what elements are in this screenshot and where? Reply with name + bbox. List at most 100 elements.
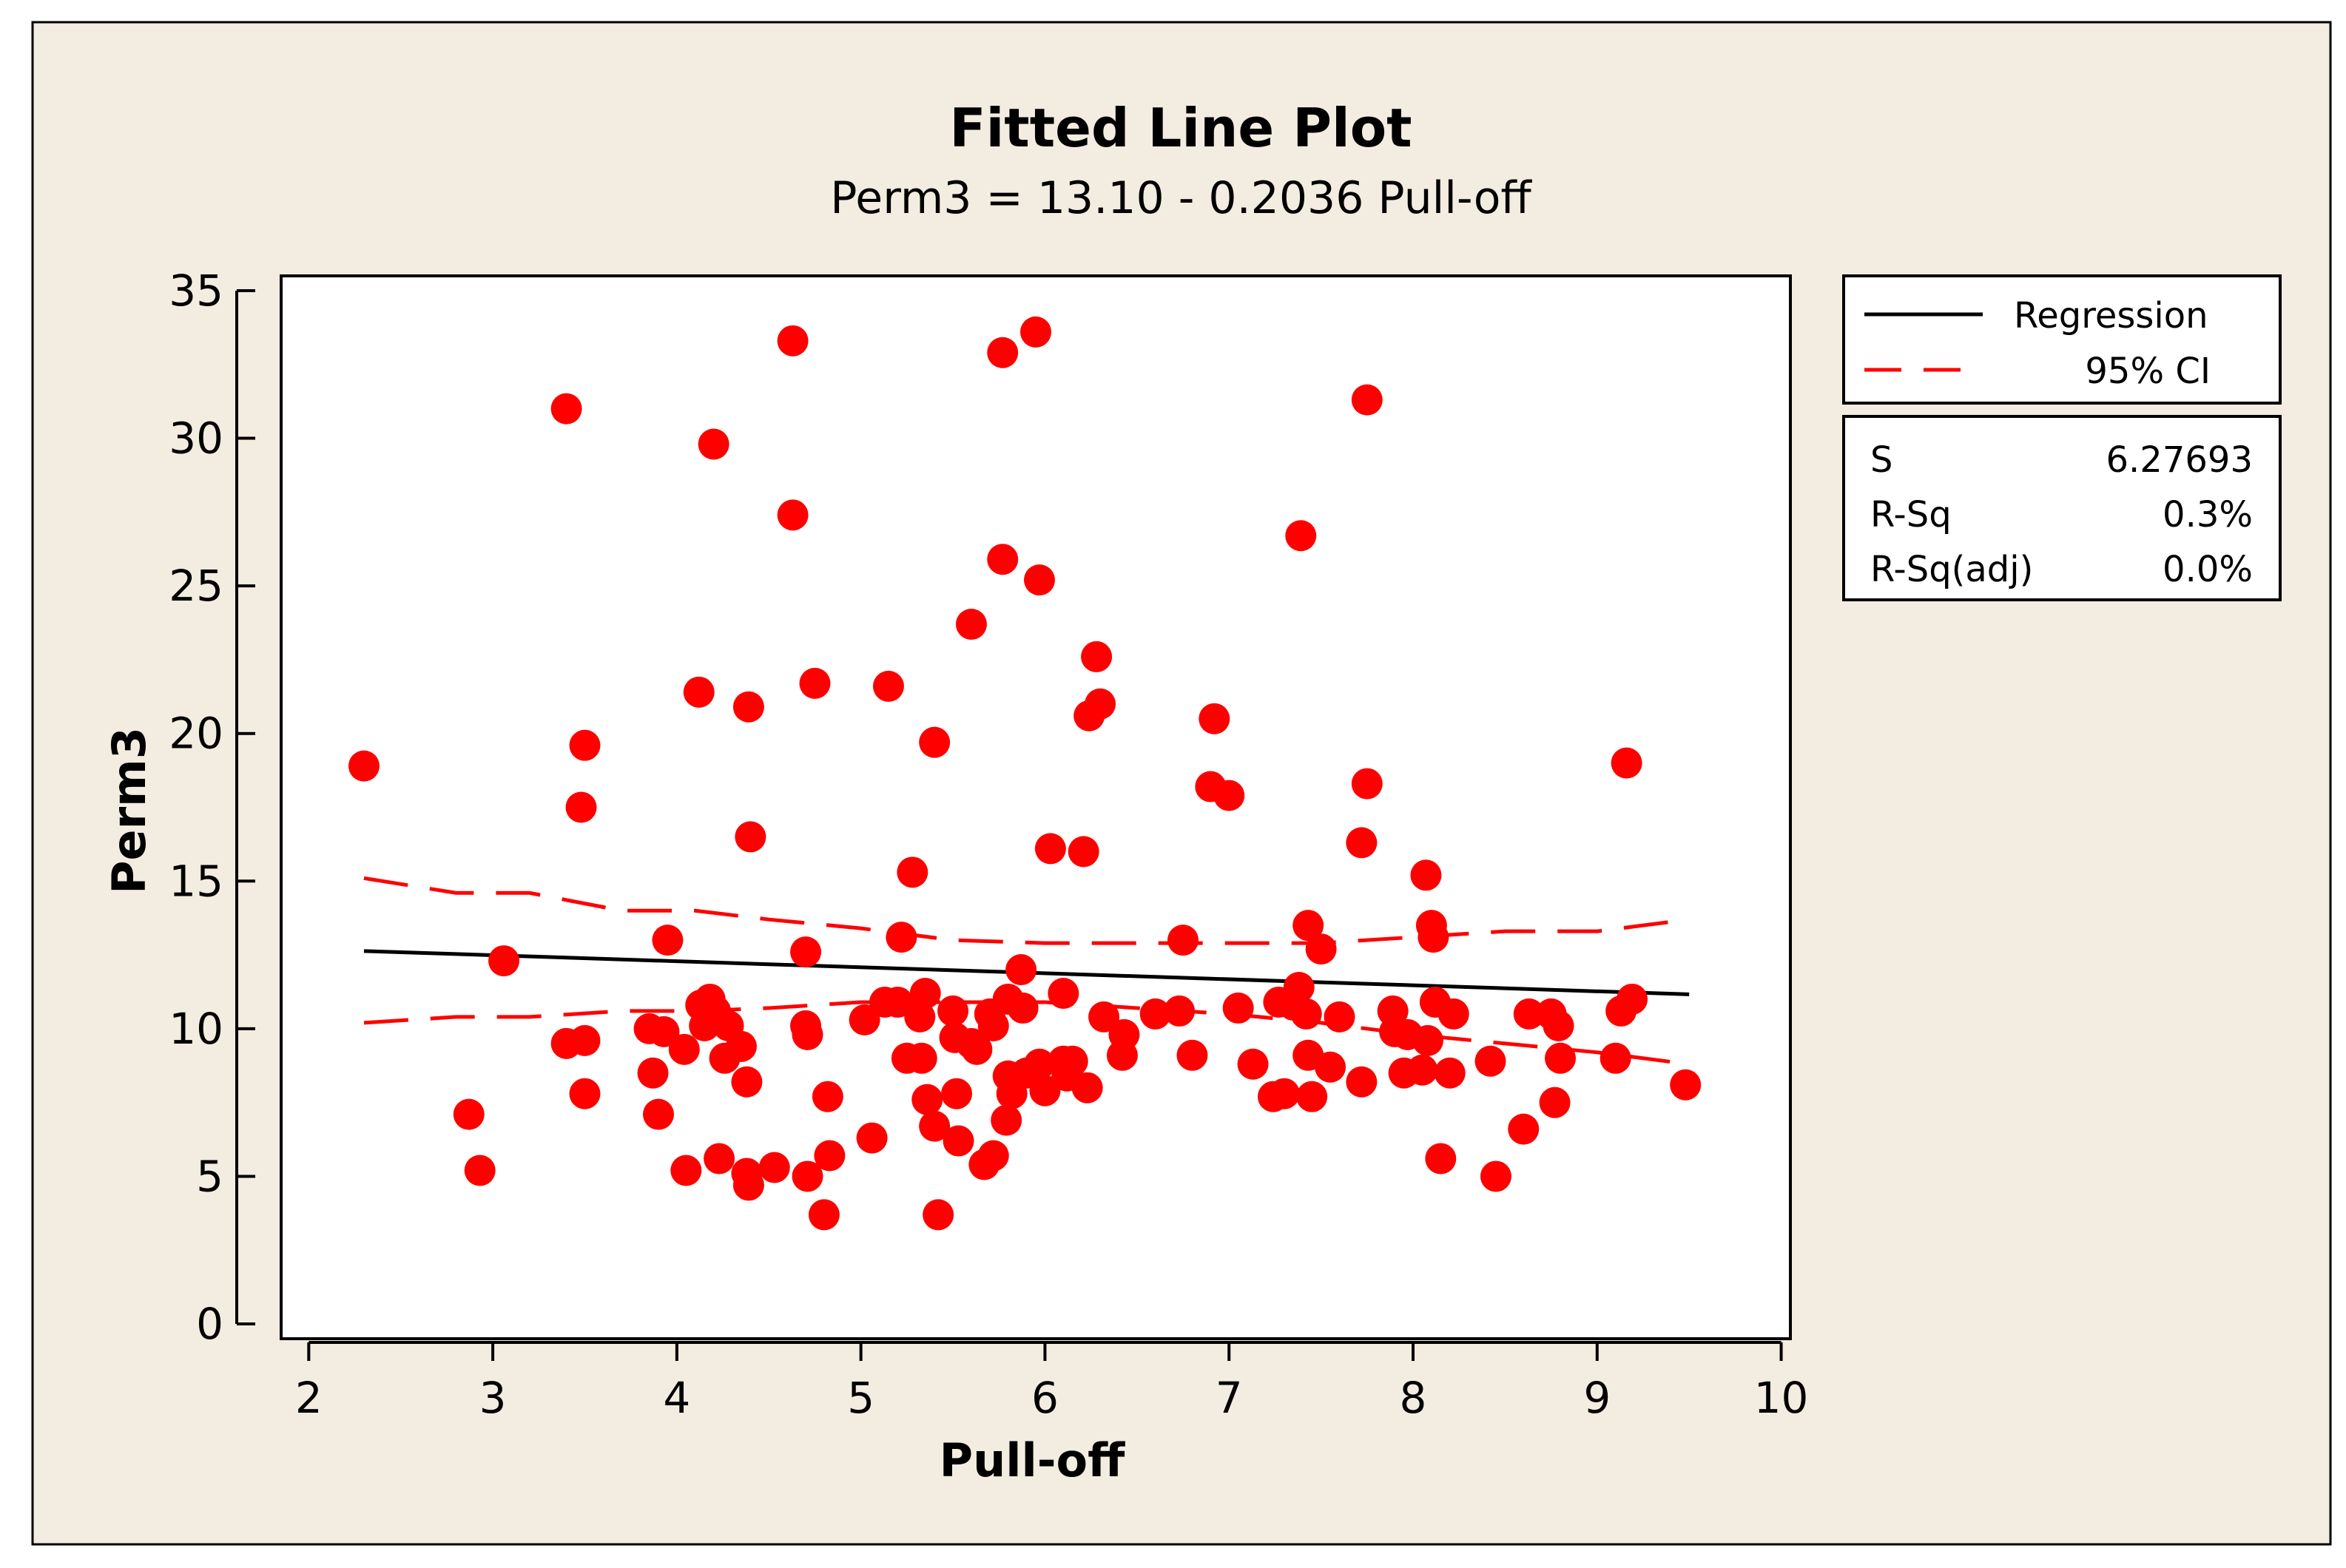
x-tick-label: 7 [1216, 1373, 1243, 1423]
data-point [1081, 641, 1113, 672]
x-tick-label: 9 [1583, 1373, 1611, 1423]
data-point [911, 1084, 943, 1115]
data-point [1034, 833, 1066, 865]
data-point [1139, 998, 1171, 1030]
stat-s-label: S [1870, 439, 1892, 481]
data-point [1213, 780, 1245, 811]
data-point [637, 1057, 669, 1089]
data-point [643, 1098, 674, 1130]
data-points [348, 316, 1702, 1231]
data-point [488, 945, 520, 977]
plot-area [280, 274, 1792, 1340]
data-point [991, 1104, 1022, 1136]
data-point [1412, 1024, 1443, 1056]
data-point [1425, 1143, 1457, 1175]
data-point [1346, 827, 1378, 859]
data-point [904, 1001, 936, 1033]
legend-ci-label: 95% CI [2085, 351, 2211, 392]
legend-regression-label: Regression [2014, 295, 2208, 337]
data-point [909, 977, 941, 1009]
chart-title: Fitted Line Plot [949, 97, 1412, 159]
data-point [732, 1169, 764, 1201]
data-point [464, 1155, 496, 1186]
data-point [1296, 1081, 1328, 1112]
data-point [808, 1199, 840, 1231]
data-point [1600, 1042, 1631, 1074]
data-point [977, 1010, 1009, 1041]
data-point [652, 925, 684, 956]
ci-upper-line [363, 876, 1690, 945]
x-tick-label: 2 [295, 1373, 323, 1423]
stats-box: S 6.27693 R-Sq 0.3% R-Sq(adj) 0.0% [1842, 415, 2282, 601]
stat-rsq-label: R-Sq [1870, 494, 1952, 535]
data-point [941, 1078, 973, 1109]
data-point [919, 1110, 951, 1142]
x-tick-label: 8 [1400, 1373, 1427, 1423]
x-tick-label: 6 [1031, 1373, 1059, 1423]
data-point [670, 1155, 702, 1186]
stat-rsq-adj-value: 0.0% [2163, 549, 2253, 590]
data-point [1480, 1160, 1511, 1192]
y-axis: 0 5 10 15 20 25 30 35 [169, 266, 255, 1349]
chart-subtitle: Perm3 = 13.10 - 0.2036 Pull-off [830, 172, 1532, 224]
data-point [1023, 564, 1055, 596]
y-tick-label: 30 [169, 413, 223, 464]
data-point [1539, 1087, 1571, 1118]
data-point [1437, 998, 1469, 1030]
y-tick-label: 25 [169, 561, 223, 611]
data-point [1434, 1057, 1466, 1089]
x-tick-label: 5 [847, 1373, 874, 1423]
y-tick-label: 35 [169, 266, 223, 316]
data-point [792, 1160, 823, 1192]
data-point [1029, 1075, 1061, 1106]
x-tick-label: 4 [663, 1373, 690, 1423]
data-point [569, 1078, 601, 1109]
data-point [1406, 1054, 1438, 1086]
data-point [792, 1018, 823, 1050]
data-point [735, 821, 766, 853]
stat-rsq-value: 0.3% [2163, 494, 2253, 535]
y-tick-label: 5 [196, 1151, 223, 1201]
data-point [1020, 316, 1051, 348]
data-point [569, 1024, 601, 1056]
x-tick-label: 10 [1754, 1373, 1809, 1423]
data-point [799, 667, 831, 699]
data-point [1071, 1072, 1103, 1104]
data-point [1199, 703, 1230, 734]
data-point [1351, 384, 1383, 416]
data-point [923, 1199, 954, 1231]
data-point [886, 922, 917, 953]
data-point [1285, 520, 1317, 552]
data-point [668, 1033, 700, 1065]
y-tick-label: 15 [169, 856, 223, 906]
data-point [919, 726, 951, 758]
data-point [1085, 688, 1116, 720]
data-point [955, 609, 987, 641]
data-point [1543, 1010, 1574, 1041]
x-axis: 2 3 4 5 6 7 8 9 10 [295, 1341, 1809, 1423]
data-point [777, 325, 809, 356]
data-point [732, 691, 764, 723]
data-point [1474, 1045, 1506, 1077]
data-point [1292, 910, 1324, 942]
data-point [777, 499, 809, 531]
data-point [1508, 1113, 1540, 1145]
data-point [731, 1066, 763, 1098]
legend: Regression 95% CI [1842, 274, 2282, 405]
data-point [1068, 836, 1099, 868]
data-point [1315, 1051, 1346, 1083]
data-point [758, 1152, 790, 1183]
data-point [882, 986, 914, 1018]
data-point [1056, 1045, 1088, 1077]
y-tick-label: 20 [169, 709, 223, 759]
data-point [1324, 1001, 1355, 1033]
data-point [1513, 998, 1545, 1030]
data-point [1005, 954, 1037, 986]
x-tick-label: 3 [479, 1373, 507, 1423]
data-point [1048, 977, 1079, 1009]
x-axis-label: Pull-off [940, 1433, 1125, 1487]
legend-box [1842, 274, 2282, 405]
data-point [1545, 1042, 1577, 1074]
data-point [812, 1081, 843, 1112]
